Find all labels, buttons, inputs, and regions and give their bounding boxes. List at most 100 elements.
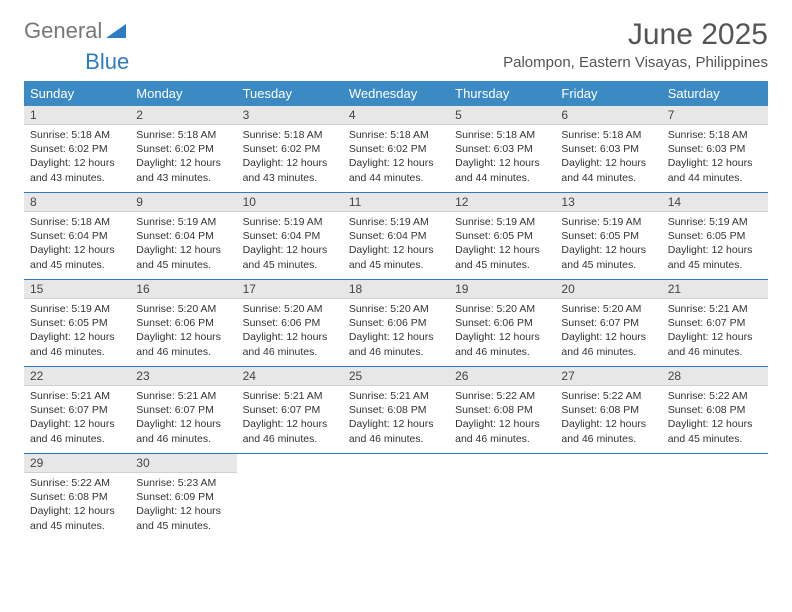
day-info: Sunrise: 5:21 AMSunset: 6:07 PMDaylight:… xyxy=(24,386,130,452)
day-info: Sunrise: 5:22 AMSunset: 6:08 PMDaylight:… xyxy=(662,386,768,452)
day-number: 11 xyxy=(343,193,449,212)
calendar-cell: 6Sunrise: 5:18 AMSunset: 6:03 PMDaylight… xyxy=(555,106,661,193)
daylight-line: Daylight: 12 hours and 46 minutes. xyxy=(349,417,443,445)
day-number: 1 xyxy=(24,106,130,125)
day-info: Sunrise: 5:19 AMSunset: 6:04 PMDaylight:… xyxy=(343,212,449,278)
calendar-cell: 17Sunrise: 5:20 AMSunset: 6:06 PMDayligh… xyxy=(237,280,343,367)
calendar-cell: 23Sunrise: 5:21 AMSunset: 6:07 PMDayligh… xyxy=(130,367,236,454)
day-number: 4 xyxy=(343,106,449,125)
calendar-cell: 30Sunrise: 5:23 AMSunset: 6:09 PMDayligh… xyxy=(130,454,236,541)
daylight-line: Daylight: 12 hours and 43 minutes. xyxy=(136,156,230,184)
calendar-cell: 16Sunrise: 5:20 AMSunset: 6:06 PMDayligh… xyxy=(130,280,236,367)
sunset-line: Sunset: 6:08 PM xyxy=(30,490,124,504)
day-info: Sunrise: 5:20 AMSunset: 6:06 PMDaylight:… xyxy=(237,299,343,365)
weekday-header: Monday xyxy=(130,81,236,106)
sunrise-line: Sunrise: 5:18 AM xyxy=(561,128,655,142)
sunset-line: Sunset: 6:07 PM xyxy=(136,403,230,417)
daylight-line: Daylight: 12 hours and 46 minutes. xyxy=(243,330,337,358)
sunrise-line: Sunrise: 5:22 AM xyxy=(455,389,549,403)
daylight-line: Daylight: 12 hours and 43 minutes. xyxy=(30,156,124,184)
weekday-header: Friday xyxy=(555,81,661,106)
calendar-cell: 10Sunrise: 5:19 AMSunset: 6:04 PMDayligh… xyxy=(237,193,343,280)
day-info: Sunrise: 5:19 AMSunset: 6:04 PMDaylight:… xyxy=(130,212,236,278)
calendar-cell: .. xyxy=(343,454,449,541)
logo: General xyxy=(24,18,128,44)
day-number: 10 xyxy=(237,193,343,212)
sunset-line: Sunset: 6:05 PM xyxy=(30,316,124,330)
calendar-cell: 19Sunrise: 5:20 AMSunset: 6:06 PMDayligh… xyxy=(449,280,555,367)
daylight-line: Daylight: 12 hours and 44 minutes. xyxy=(668,156,762,184)
sunset-line: Sunset: 6:02 PM xyxy=(136,142,230,156)
daylight-line: Daylight: 12 hours and 46 minutes. xyxy=(30,417,124,445)
day-number: 13 xyxy=(555,193,661,212)
sunrise-line: Sunrise: 5:21 AM xyxy=(30,389,124,403)
sunset-line: Sunset: 6:05 PM xyxy=(455,229,549,243)
calendar-cell: 28Sunrise: 5:22 AMSunset: 6:08 PMDayligh… xyxy=(662,367,768,454)
calendar-cell: 14Sunrise: 5:19 AMSunset: 6:05 PMDayligh… xyxy=(662,193,768,280)
day-number: 28 xyxy=(662,367,768,386)
sunrise-line: Sunrise: 5:18 AM xyxy=(455,128,549,142)
sunrise-line: Sunrise: 5:19 AM xyxy=(349,215,443,229)
daylight-line: Daylight: 12 hours and 46 minutes. xyxy=(668,330,762,358)
daylight-line: Daylight: 12 hours and 45 minutes. xyxy=(455,243,549,271)
sunrise-line: Sunrise: 5:21 AM xyxy=(243,389,337,403)
day-info: Sunrise: 5:18 AMSunset: 6:02 PMDaylight:… xyxy=(130,125,236,191)
day-number: 7 xyxy=(662,106,768,125)
day-info: Sunrise: 5:19 AMSunset: 6:05 PMDaylight:… xyxy=(662,212,768,278)
sunset-line: Sunset: 6:07 PM xyxy=(30,403,124,417)
sunset-line: Sunset: 6:08 PM xyxy=(349,403,443,417)
day-info: Sunrise: 5:20 AMSunset: 6:06 PMDaylight:… xyxy=(343,299,449,365)
sunrise-line: Sunrise: 5:21 AM xyxy=(668,302,762,316)
sunrise-line: Sunrise: 5:20 AM xyxy=(243,302,337,316)
sunset-line: Sunset: 6:03 PM xyxy=(455,142,549,156)
sunset-line: Sunset: 6:02 PM xyxy=(243,142,337,156)
sunset-line: Sunset: 6:09 PM xyxy=(136,490,230,504)
sunrise-line: Sunrise: 5:19 AM xyxy=(136,215,230,229)
weekday-header: Saturday xyxy=(662,81,768,106)
calendar-cell: .. xyxy=(449,454,555,541)
logo-text-1: General xyxy=(24,18,102,44)
calendar-body: 1Sunrise: 5:18 AMSunset: 6:02 PMDaylight… xyxy=(24,106,768,540)
day-number: 6 xyxy=(555,106,661,125)
calendar-row: 29Sunrise: 5:22 AMSunset: 6:08 PMDayligh… xyxy=(24,454,768,541)
calendar-cell: 15Sunrise: 5:19 AMSunset: 6:05 PMDayligh… xyxy=(24,280,130,367)
daylight-line: Daylight: 12 hours and 43 minutes. xyxy=(243,156,337,184)
sunset-line: Sunset: 6:08 PM xyxy=(455,403,549,417)
sunrise-line: Sunrise: 5:19 AM xyxy=(30,302,124,316)
sunrise-line: Sunrise: 5:18 AM xyxy=(349,128,443,142)
sunrise-line: Sunrise: 5:19 AM xyxy=(561,215,655,229)
calendar-row: 1Sunrise: 5:18 AMSunset: 6:02 PMDaylight… xyxy=(24,106,768,193)
calendar-row: 15Sunrise: 5:19 AMSunset: 6:05 PMDayligh… xyxy=(24,280,768,367)
sunset-line: Sunset: 6:05 PM xyxy=(668,229,762,243)
calendar-cell: 25Sunrise: 5:21 AMSunset: 6:08 PMDayligh… xyxy=(343,367,449,454)
calendar-cell: 21Sunrise: 5:21 AMSunset: 6:07 PMDayligh… xyxy=(662,280,768,367)
day-number: 12 xyxy=(449,193,555,212)
sunrise-line: Sunrise: 5:18 AM xyxy=(243,128,337,142)
day-info: Sunrise: 5:22 AMSunset: 6:08 PMDaylight:… xyxy=(449,386,555,452)
daylight-line: Daylight: 12 hours and 45 minutes. xyxy=(561,243,655,271)
sunrise-line: Sunrise: 5:18 AM xyxy=(30,128,124,142)
sunrise-line: Sunrise: 5:20 AM xyxy=(455,302,549,316)
weekday-header-row: Sunday Monday Tuesday Wednesday Thursday… xyxy=(24,81,768,106)
sunrise-line: Sunrise: 5:20 AM xyxy=(136,302,230,316)
weekday-header: Tuesday xyxy=(237,81,343,106)
sunset-line: Sunset: 6:07 PM xyxy=(243,403,337,417)
sunset-line: Sunset: 6:05 PM xyxy=(561,229,655,243)
calendar-row: 22Sunrise: 5:21 AMSunset: 6:07 PMDayligh… xyxy=(24,367,768,454)
sunset-line: Sunset: 6:04 PM xyxy=(349,229,443,243)
sunset-line: Sunset: 6:06 PM xyxy=(243,316,337,330)
sunset-line: Sunset: 6:04 PM xyxy=(136,229,230,243)
day-number: 25 xyxy=(343,367,449,386)
day-number: 16 xyxy=(130,280,236,299)
daylight-line: Daylight: 12 hours and 46 minutes. xyxy=(561,330,655,358)
sunrise-line: Sunrise: 5:21 AM xyxy=(136,389,230,403)
sunrise-line: Sunrise: 5:18 AM xyxy=(30,215,124,229)
day-number: 21 xyxy=(662,280,768,299)
daylight-line: Daylight: 12 hours and 44 minutes. xyxy=(349,156,443,184)
daylight-line: Daylight: 12 hours and 45 minutes. xyxy=(136,504,230,532)
day-number: 19 xyxy=(449,280,555,299)
day-info: Sunrise: 5:20 AMSunset: 6:06 PMDaylight:… xyxy=(449,299,555,365)
weekday-header: Wednesday xyxy=(343,81,449,106)
calendar-cell: 13 Sunrise: 5:19 AMSunset: 6:05 PMDayligh… xyxy=(555,193,661,280)
day-info: Sunrise: 5:19 AMSunset: 6:04 PMDaylight:… xyxy=(237,212,343,278)
